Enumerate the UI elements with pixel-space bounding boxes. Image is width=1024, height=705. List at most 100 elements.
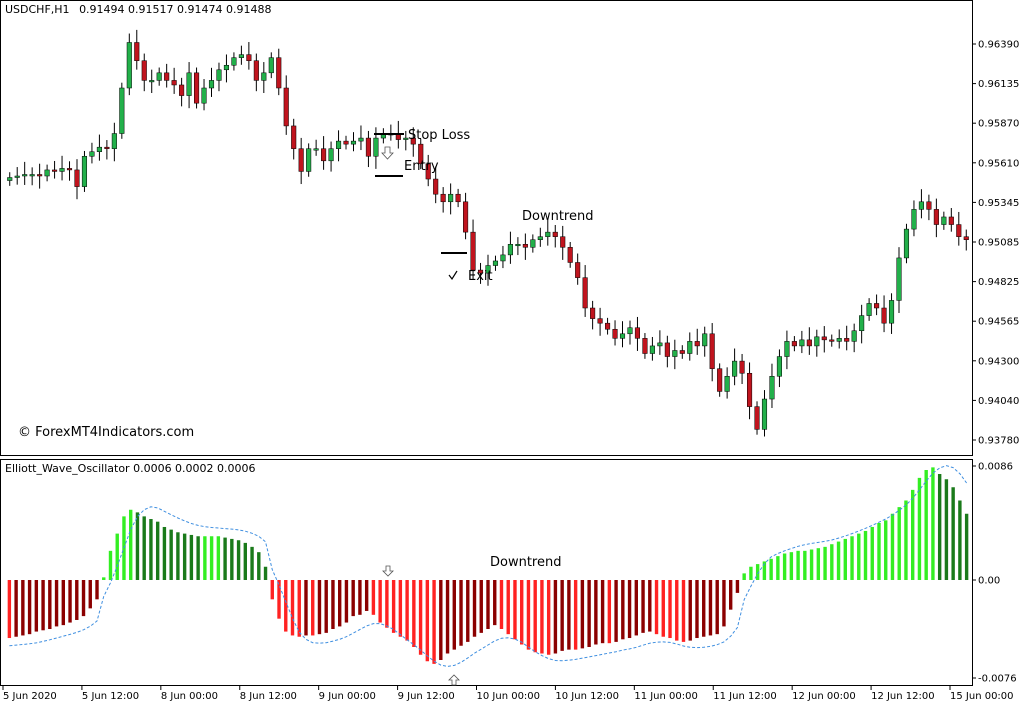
price-tick-label: 0.94040: [978, 396, 1019, 407]
candle-body: [888, 300, 895, 324]
candle: [141, 53, 147, 92]
oscillator-layer: [7, 467, 969, 664]
price-tick-label: 0.95345: [978, 198, 1019, 209]
candle: [582, 265, 588, 317]
candle: [156, 67, 162, 86]
candle-body: [799, 339, 805, 347]
candle: [485, 254, 491, 286]
entry-label: Entry: [404, 159, 439, 174]
candle-body: [261, 72, 267, 81]
candle-body: [941, 216, 947, 225]
candle: [321, 136, 327, 170]
candle-body: [410, 137, 416, 145]
time-tick-label: 9 Jun 00:00: [319, 691, 376, 702]
candle: [96, 134, 102, 161]
candle-body: [171, 80, 177, 86]
candle-body: [963, 236, 969, 240]
candle: [119, 82, 125, 139]
candle-body: [104, 146, 110, 149]
candle-body: [37, 174, 43, 177]
candle-body: [485, 265, 491, 274]
candle-body: [948, 216, 954, 225]
candle: [657, 330, 663, 355]
candle: [739, 353, 745, 385]
candle-body: [14, 175, 20, 178]
candle-body: [350, 140, 357, 145]
candle-body: [231, 57, 237, 66]
candle: [111, 122, 117, 162]
candle-body: [253, 60, 259, 81]
candle-body: [829, 339, 835, 342]
candle: [769, 363, 775, 408]
candle: [761, 390, 768, 437]
candle-body: [761, 398, 768, 430]
time-tick-label: 8 Jun 12:00: [240, 691, 297, 702]
candle-body: [335, 140, 342, 149]
candle-body: [283, 87, 289, 127]
candle: [238, 45, 244, 65]
price-tick-label: 0.95610: [978, 158, 1019, 169]
candle-body: [52, 169, 58, 172]
candle-body: [918, 201, 924, 210]
candle: [149, 69, 155, 94]
candle-body: [612, 328, 618, 339]
candle-body: [111, 133, 117, 149]
candle-body: [747, 372, 753, 407]
watermark: © ForexMT4Indicators.com: [18, 425, 194, 440]
oscillator-tick-label: -0.0076: [978, 674, 1017, 685]
candle-body: [844, 338, 850, 342]
candle-body: [739, 360, 745, 374]
oscillator-up-arrow-icon: [448, 674, 460, 686]
candle-body: [874, 303, 880, 309]
time-tick-label: 10 Jun 12:00: [555, 691, 619, 702]
candle-body: [208, 80, 215, 89]
candle-body: [709, 333, 715, 369]
main-price-axis: 0.96390 0.96135 0.95870 0.95610 0.95345 0.950…: [972, 40, 1019, 447]
candle-body: [343, 140, 349, 145]
ohlc-values: 0.91494 0.91517 0.91474 0.91488: [79, 3, 271, 16]
candle: [350, 132, 357, 152]
candle-body: [806, 339, 812, 347]
candle-body: [313, 148, 319, 151]
candle-body: [96, 146, 102, 152]
candle: [425, 154, 431, 187]
candle-body: [627, 327, 633, 335]
candle-body: [567, 247, 573, 263]
candle-body: [321, 148, 327, 162]
price-tick-label: 0.96135: [978, 79, 1019, 90]
candle: [918, 189, 924, 219]
price-tick-label: 0.95085: [978, 238, 1019, 249]
candle: [179, 77, 185, 107]
candle: [358, 125, 364, 151]
candle-body: [358, 137, 364, 142]
candle: [717, 363, 723, 397]
candle: [829, 334, 835, 347]
candle: [747, 362, 753, 420]
candle-body: [896, 257, 902, 301]
candle: [81, 150, 88, 192]
candle: [896, 247, 902, 314]
candle-body: [238, 54, 244, 58]
candle: [515, 237, 521, 256]
candle: [911, 200, 917, 237]
candle: [702, 326, 708, 357]
candle: [29, 167, 35, 186]
candle: [590, 300, 596, 330]
candle-body: [649, 345, 655, 354]
candle: [806, 327, 812, 355]
candle-body: [141, 60, 147, 81]
candle-body: [306, 148, 312, 172]
candle: [433, 166, 439, 204]
candle: [223, 54, 229, 83]
candle-body: [537, 236, 543, 240]
candle: [664, 335, 670, 368]
candle: [492, 255, 499, 271]
candle-body: [672, 350, 678, 357]
candle-body: [194, 72, 200, 104]
candle-body: [44, 169, 50, 177]
candle: [343, 135, 349, 150]
candle-body: [605, 322, 611, 330]
candle-body: [634, 327, 641, 339]
candle: [612, 320, 618, 346]
exit-check-icon: [448, 270, 458, 281]
